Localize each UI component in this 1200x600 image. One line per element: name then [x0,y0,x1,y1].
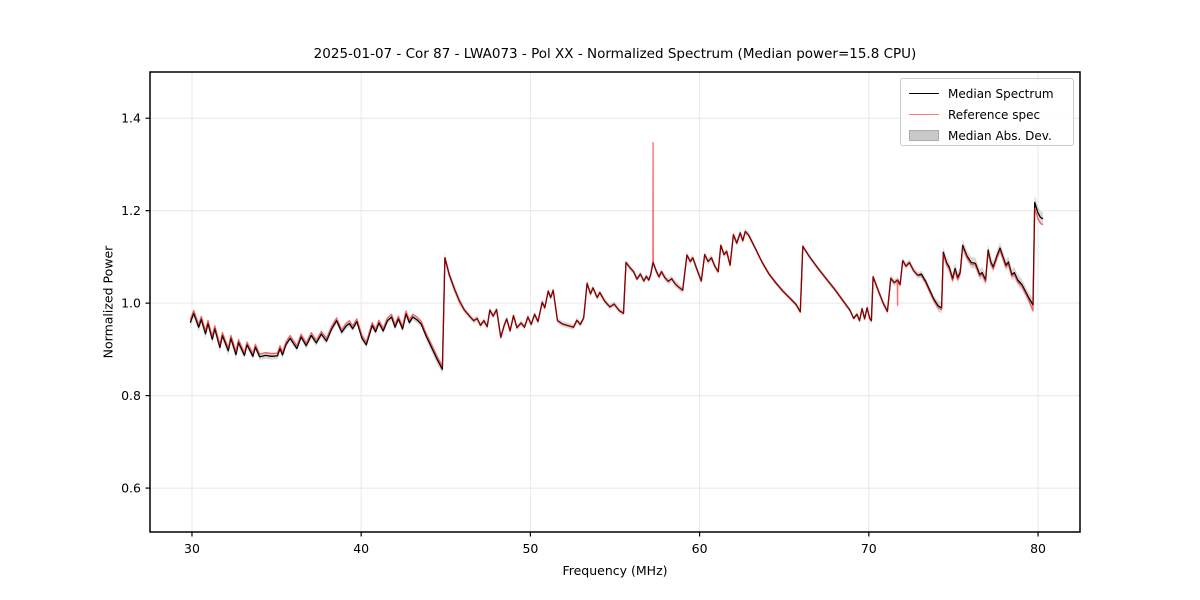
legend-box: Median Spectrum Reference spec Median Ab… [900,78,1074,146]
y-tick-label: 0.6 [121,481,141,496]
legend-label: Median Spectrum [948,86,1054,101]
y-axis-label: Normalized Power [100,245,116,359]
mad-band [190,195,1044,374]
y-tick-label: 1.2 [121,203,141,218]
x-tick-label: 80 [1030,541,1046,556]
legend-item-median-abs-dev: Median Abs. Dev. [909,125,1065,146]
legend-item-reference-spec: Reference spec [909,104,1065,125]
legend-label: Reference spec [948,107,1041,122]
x-tick-label: 50 [522,541,538,556]
y-tick-label: 0.8 [121,388,141,403]
reference-line-sample [909,114,939,115]
mad-band-sample [909,130,939,141]
y-tick-label: 1.4 [121,111,141,126]
y-tick-label: 1.0 [121,296,141,311]
x-tick-label: 70 [861,541,877,556]
legend-item-median-spectrum: Median Spectrum [909,83,1065,104]
reference-spec-line [189,141,1044,368]
x-axis-label: Frequency (MHz) [562,563,668,578]
x-tick-label: 30 [184,541,200,556]
median-spectrum-line [189,201,1044,370]
median-line-sample [909,93,939,94]
plot-border [149,71,1081,533]
legend-label: Median Abs. Dev. [948,128,1052,143]
x-tick-label: 40 [353,541,369,556]
x-tick-label: 60 [692,541,708,556]
chart-title: 2025-01-07 - Cor 87 - LWA073 - Pol XX - … [313,46,917,62]
